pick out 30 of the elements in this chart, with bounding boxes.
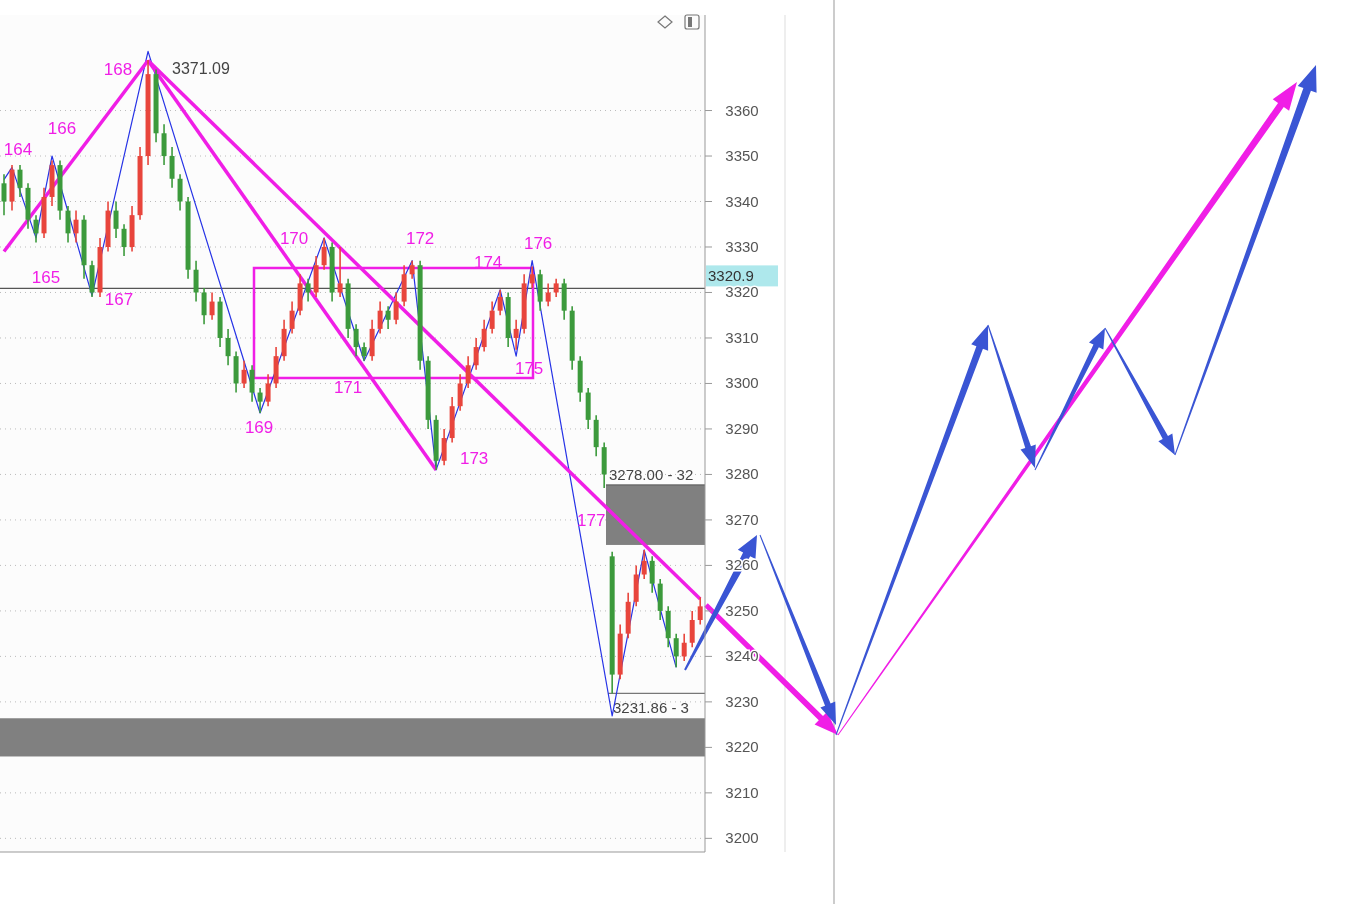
y-tick-label: 3330 (725, 237, 759, 255)
annotation: 3371.09 (172, 60, 230, 78)
y-tick-label: 3220 (725, 738, 759, 756)
annotation: 172 (405, 228, 435, 248)
y-tick-label: 3280 (725, 465, 759, 483)
y-tick-label: 3290 (725, 419, 759, 437)
band-label: 3278.00 - 32 (609, 465, 694, 483)
annotation: 169 (244, 418, 274, 438)
y-tick-label: 3230 (725, 692, 759, 710)
annotation: 165 (31, 267, 61, 287)
annotation: 173 (459, 448, 489, 468)
y-tick-label: 3200 (725, 829, 759, 847)
y-tick-label: 3300 (725, 374, 759, 392)
y-tick-label: 3270 (725, 510, 759, 528)
annotation: 167 (104, 289, 134, 309)
y-tick-label: 3310 (725, 328, 759, 346)
y-tick-label: 3340 (725, 192, 759, 210)
annotation: 170 (279, 228, 309, 248)
annotation: 177 (576, 510, 606, 530)
y-tick-label: 3320 (725, 283, 759, 301)
y-tick-label: 3250 (725, 601, 759, 619)
annotation: 164 (3, 140, 33, 160)
annotation: 176 (523, 233, 553, 253)
y-tick-label: 3360 (725, 101, 759, 119)
annotation: 166 (47, 119, 77, 139)
annotation: 171 (333, 377, 363, 397)
y-tick-label: 3210 (725, 783, 759, 801)
y-tick-label: 3350 (725, 147, 759, 165)
annotation: 168 (103, 60, 133, 80)
ref-line-label: 3320.9 (708, 267, 754, 285)
